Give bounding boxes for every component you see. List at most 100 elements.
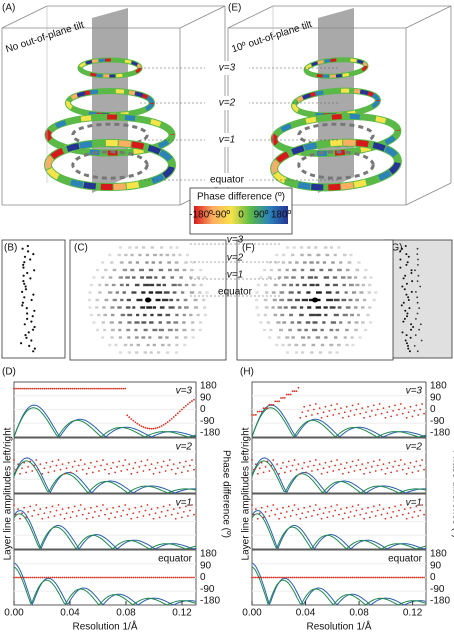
phase-dot [405,472,408,475]
spot [355,268,360,272]
ring-phase [45,140,175,190]
phase-dot [405,576,408,579]
phase-dot [168,419,171,422]
phase-dot [156,576,159,579]
spot [277,276,282,279]
spot [263,298,268,302]
phase-dot [276,508,279,511]
label: Layer line amplitudes left/right [241,427,252,560]
phase-dot [357,459,360,461]
phase-dot [330,505,333,508]
phase-dot [341,576,344,579]
phase-dot [311,414,313,416]
phase-dot [287,460,290,463]
spot [185,253,189,257]
spot [335,291,340,294]
dot [410,328,413,331]
phase-dot [146,576,149,579]
spot [126,298,131,302]
spot [325,291,332,294]
phase-dot [69,576,72,579]
phase-dot [372,576,375,579]
dot [416,280,419,282]
spot [328,268,333,272]
phase-dot [106,387,108,390]
phase-dot [372,460,375,463]
spot [281,283,287,287]
spot [356,313,361,317]
phase-dot [138,424,141,426]
phase-dot [396,470,398,472]
dot [400,304,403,307]
phase-dot [320,576,323,579]
phase-dot [172,508,175,511]
phase-dot [374,414,377,416]
phase-dot [134,421,137,424]
spot [285,336,290,339]
phase-dot [328,510,331,513]
phase-dot [49,510,52,513]
spot [167,261,171,264]
phase-dot [398,408,400,411]
phase-dot [311,515,313,517]
phase-dot [25,516,28,519]
phase-dot [409,405,412,408]
label: 90 [430,392,442,403]
phase-dot [376,509,379,512]
spot [348,298,353,302]
spot [158,321,162,324]
phase-dot [394,505,396,508]
dot [404,309,407,312]
spot [311,343,316,347]
dot [24,288,28,291]
spot [273,283,278,287]
phase-dot [390,576,393,579]
phase-dot [128,463,131,466]
dot [414,269,416,272]
phase-dot [100,509,102,512]
phase-dot [180,516,183,519]
label-bg [205,61,249,75]
phase-dot [57,387,60,390]
spot [307,246,311,249]
dot [405,253,408,256]
phase-dot [41,576,44,579]
spot [118,321,123,324]
label: (E) [228,3,241,14]
phase-dot [187,515,189,517]
phase-dot [13,387,15,390]
dot [26,244,29,248]
phase-dot [258,512,261,515]
label: -180º [189,210,213,221]
phase-dot [382,508,385,511]
phase-dot [53,515,56,517]
phase-dot [17,508,19,511]
phase-dot [79,387,82,390]
spot [95,306,99,309]
phase-dot [392,465,395,468]
ring-phase [66,89,154,117]
phase-dot [73,505,76,508]
phase-dot [341,472,344,475]
spot [189,313,193,317]
spot [184,261,188,264]
phase-dot [289,470,292,472]
phase-dot [272,459,275,461]
spot [155,291,163,294]
phase-dot [398,576,400,579]
phase-dot [262,516,265,519]
dot [31,315,34,318]
spot [122,268,128,272]
spot [314,246,318,249]
phase-dot [396,414,398,416]
spot [299,246,304,249]
spot [182,268,187,272]
phase-dot [33,576,36,579]
spot [145,261,149,264]
phase-dot [96,505,98,508]
dot [412,326,415,328]
phase-dot [77,464,80,467]
phase-dot [256,576,259,579]
spot [127,313,133,317]
phase-dot [112,461,114,464]
